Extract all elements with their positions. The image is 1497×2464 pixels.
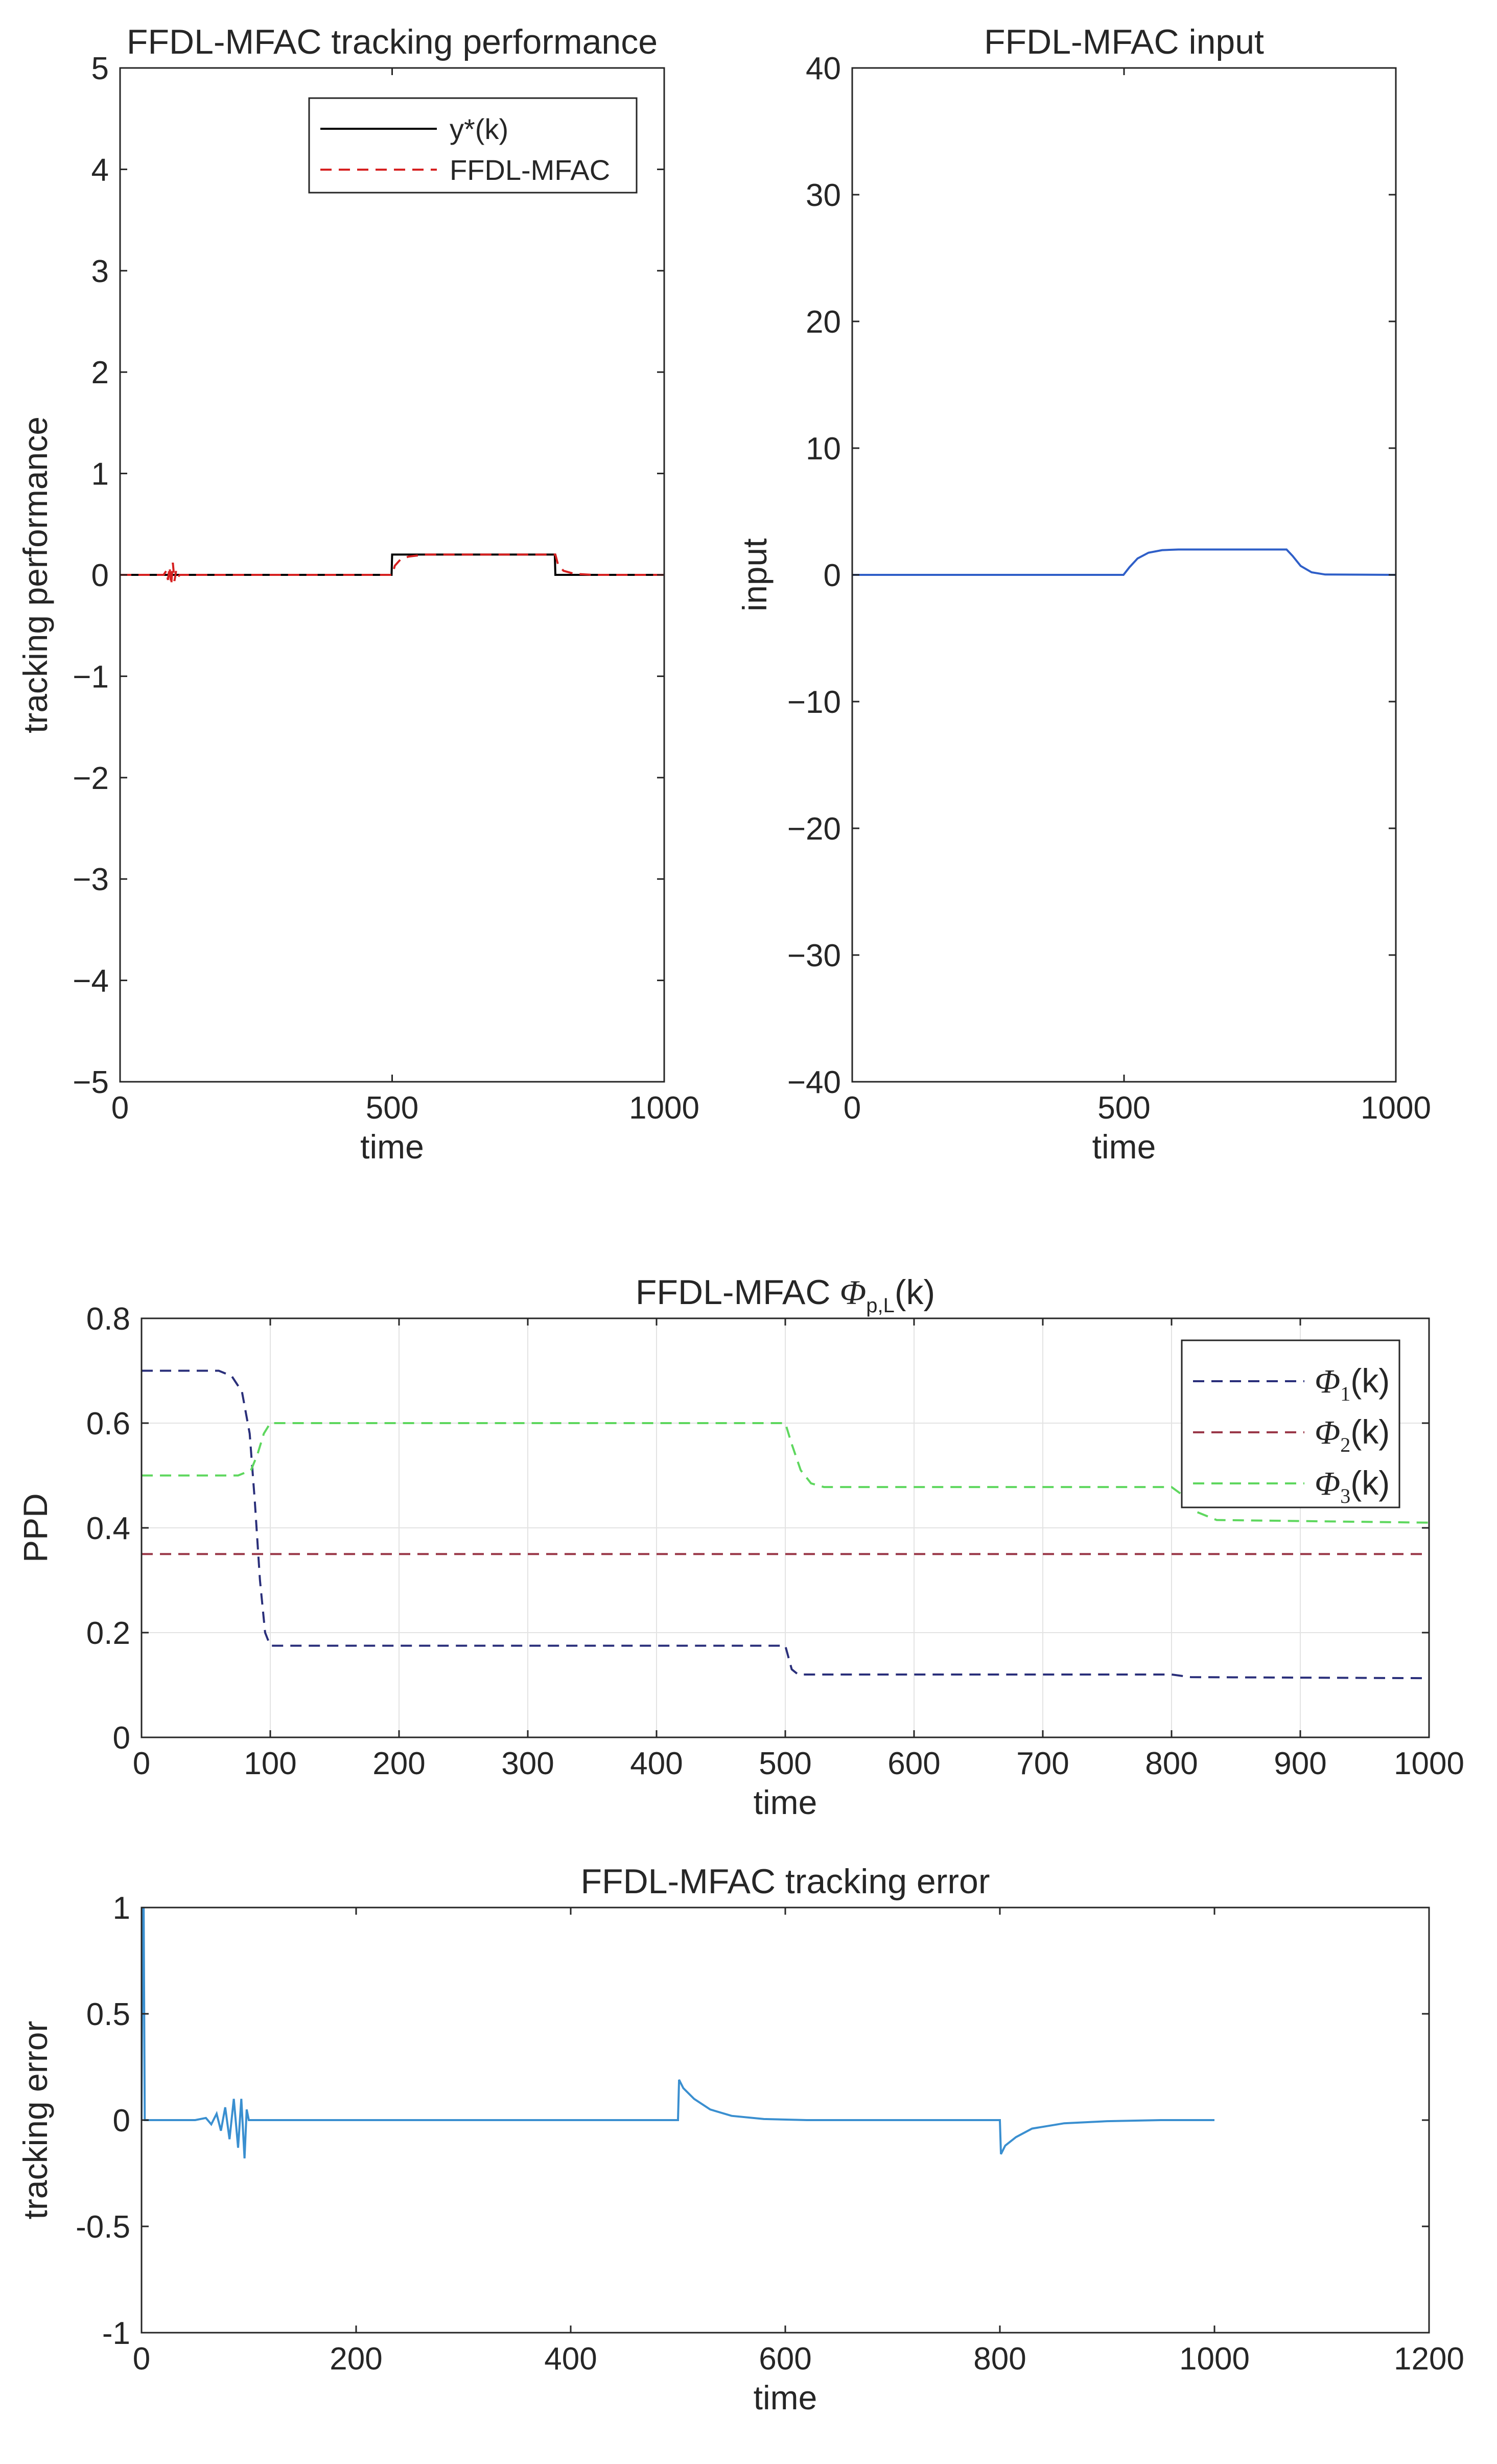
y-tick-label: −30 — [787, 938, 841, 973]
tracking-chart: 0 500 1000 −5 −4 −3 −2 −1 0 1 2 3 4 5 time tracking per… — [16, 22, 699, 1166]
input-y-axis-label: input — [736, 538, 774, 611]
x-tick-label: 300 — [501, 1746, 554, 1781]
ppd-series-1-line — [142, 1369, 1429, 1680]
tracking-x-axis-label: time — [360, 1128, 424, 1166]
ppd-legend-box — [1181, 1339, 1400, 1508]
x-tick-label: 800 — [973, 2341, 1026, 2377]
y-tick-label: 0 — [113, 2103, 130, 2138]
input-x-axis-label: time — [1092, 1128, 1156, 1166]
y-tick-label: 4 — [91, 152, 109, 188]
error-x-axis-label: time — [754, 2379, 817, 2416]
y-tick-label: 10 — [806, 431, 841, 467]
legend-label: y*(k) — [450, 113, 508, 145]
y-tick-label: 1 — [113, 1891, 130, 1926]
ppd-chart-title: FFDL-MFAC Φp,L(k) — [636, 1273, 935, 1317]
x-tick-label: 0 — [133, 1746, 150, 1781]
x-tick-label: 900 — [1274, 1746, 1326, 1781]
legend-label: FFDL-MFAC — [450, 154, 610, 186]
y-tick-label: −4 — [73, 964, 109, 999]
input-series-1-line — [852, 548, 1396, 576]
y-tick-label: 0.6 — [86, 1406, 130, 1442]
tracking-legend-box — [308, 97, 638, 194]
legend-label: Φ2(k) — [1315, 1413, 1390, 1456]
error-chart: 0 200 400 600 800 1000 1200 -1 -0.5 0 0.5 1 time trac… — [16, 1862, 1464, 2416]
error-y-axis-label: tracking error — [16, 2021, 54, 2220]
y-tick-label: 0.5 — [86, 1997, 130, 2032]
x-tick-label: 200 — [372, 1746, 425, 1781]
x-tick-label: 500 — [366, 1090, 418, 1126]
y-tick-label: 0.8 — [86, 1301, 130, 1337]
x-tick-label: 1000 — [1394, 1746, 1464, 1781]
y-tick-label: 20 — [806, 305, 841, 340]
x-tick-label: 600 — [759, 2341, 811, 2377]
y-tick-label: −20 — [787, 811, 841, 847]
x-tick-label: 1000 — [1179, 2341, 1250, 2377]
x-tick-label: 200 — [330, 2341, 382, 2377]
y-tick-label: 1 — [91, 457, 109, 492]
x-tick-label: 1000 — [1361, 1090, 1431, 1126]
input-chart: 0 500 1000 −40 −30 −20 −10 0 10 20 30 40 time input FF… — [736, 22, 1431, 1166]
y-tick-label: −2 — [73, 761, 109, 796]
ppd-chart: 0 100 200 300 400 500 600 700 800 900 1000 0 0.2 0.4 0… — [16, 1273, 1464, 1821]
legend-label: Φ3(k) — [1315, 1464, 1390, 1507]
y-tick-label: 0.2 — [86, 1616, 130, 1651]
x-tick-label: 400 — [544, 2341, 597, 2377]
y-tick-label: 3 — [91, 254, 109, 289]
x-tick-label: 100 — [244, 1746, 296, 1781]
y-tick-label: 40 — [806, 51, 841, 86]
y-tick-label: 2 — [91, 355, 109, 390]
x-tick-label: 400 — [630, 1746, 683, 1781]
tracking-chart-title: FFDL-MFAC tracking performance — [127, 22, 658, 61]
x-tick-label: 1000 — [629, 1090, 699, 1126]
y-tick-label: 0 — [824, 558, 841, 593]
tracking-y-axis-label: tracking performance — [16, 416, 54, 733]
x-tick-label: 700 — [1016, 1746, 1069, 1781]
y-tick-label: −1 — [73, 659, 109, 694]
y-tick-label: 30 — [806, 178, 841, 213]
x-tick-label: 1200 — [1394, 2341, 1464, 2377]
y-tick-label: -1 — [102, 2316, 130, 2351]
y-tick-label: 0.4 — [86, 1511, 130, 1546]
ppd-y-axis-label: PPD — [16, 1493, 54, 1563]
ppd-x-axis-label: time — [754, 1783, 817, 1821]
y-tick-label: 0 — [113, 1721, 130, 1756]
input-chart-title: FFDL-MFAC input — [984, 22, 1264, 61]
legend-label: Φ1(k) — [1315, 1362, 1390, 1405]
x-tick-label: 0 — [111, 1090, 129, 1126]
x-tick-label: 800 — [1145, 1746, 1198, 1781]
x-tick-label: 500 — [1097, 1090, 1150, 1126]
x-tick-label: 600 — [887, 1746, 940, 1781]
error-chart-title: FFDL-MFAC tracking error — [581, 1862, 990, 1901]
y-tick-label: 5 — [91, 51, 109, 86]
x-tick-label: 0 — [133, 2341, 150, 2377]
x-tick-label: 0 — [844, 1090, 861, 1126]
y-tick-label: −10 — [787, 685, 841, 720]
y-tick-label: −40 — [787, 1065, 841, 1100]
y-tick-label: 0 — [91, 558, 109, 593]
y-tick-label: −5 — [73, 1065, 109, 1100]
x-tick-label: 500 — [759, 1746, 811, 1781]
y-tick-label: −3 — [73, 862, 109, 897]
y-tick-label: -0.5 — [76, 2210, 130, 2245]
error-series-1-line — [142, 1908, 1214, 2159]
